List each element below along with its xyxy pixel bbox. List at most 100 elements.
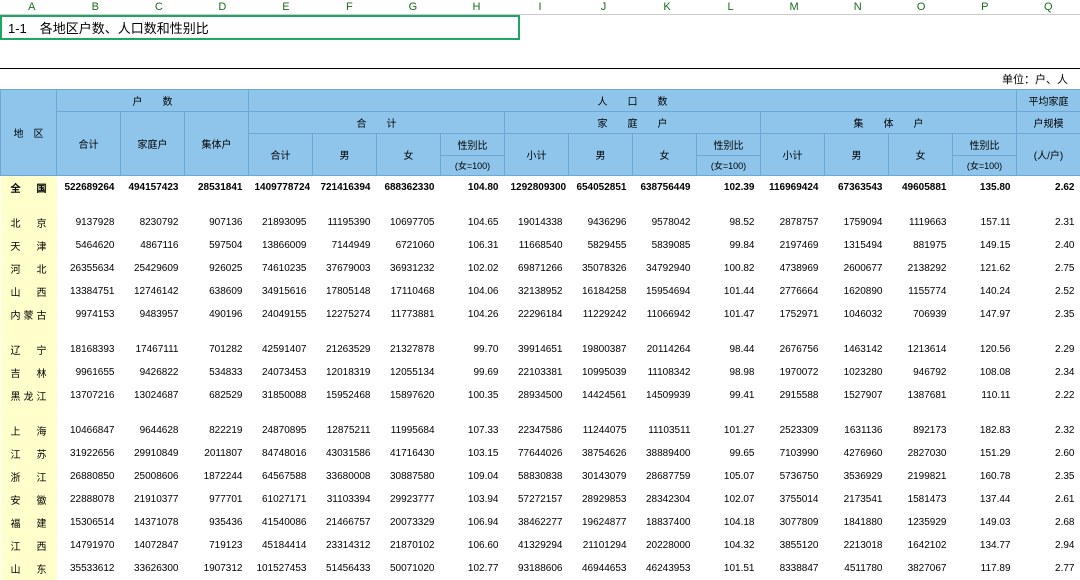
- data-cell: 2.35: [1017, 303, 1080, 326]
- data-cell: 2.32: [1017, 419, 1080, 442]
- data-cell: 5839085: [633, 234, 697, 257]
- data-cell: 1642102: [889, 534, 953, 557]
- data-cell: 21870102: [377, 534, 441, 557]
- data-cell: 706939: [889, 303, 953, 326]
- data-cell: 98.98: [697, 361, 761, 384]
- data-cell: 99.70: [441, 338, 505, 361]
- region-cell: 安 徽: [1, 488, 57, 511]
- region-cell: 黑 龙 江: [1, 384, 57, 407]
- data-cell: 149.15: [953, 234, 1017, 257]
- data-cell: 46243953: [633, 557, 697, 580]
- data-cell: 101.44: [697, 280, 761, 303]
- data-cell: 9483957: [121, 303, 185, 326]
- data-cell: 58830838: [505, 465, 569, 488]
- data-cell: 638609: [185, 280, 249, 303]
- data-cell: 2.29: [1017, 338, 1080, 361]
- data-cell: 881975: [889, 234, 953, 257]
- data-cell: 4276960: [825, 442, 889, 465]
- data-cell: 61027171: [249, 488, 313, 511]
- data-cell: 1527907: [825, 384, 889, 407]
- data-cell: 13866009: [249, 234, 313, 257]
- data-cell: 22888078: [57, 488, 121, 511]
- th-pop-group: 人 口 数: [249, 90, 1017, 112]
- data-cell: 147.97: [953, 303, 1017, 326]
- data-cell: 1620890: [825, 280, 889, 303]
- table-row: 福 建1530651414371078935436415400862146675…: [1, 511, 1080, 534]
- region-cell: 吉 林: [1, 361, 57, 384]
- data-cell: 1841880: [825, 511, 889, 534]
- region-cell: 江 苏: [1, 442, 57, 465]
- col-F: F: [318, 0, 382, 14]
- data-cell: 57272157: [505, 488, 569, 511]
- data-cell: 23314312: [313, 534, 377, 557]
- col-B: B: [64, 0, 128, 14]
- data-cell: 34792940: [633, 257, 697, 280]
- data-cell: 102.07: [697, 488, 761, 511]
- data-cell: 494157423: [121, 176, 185, 200]
- data-cell: 31922656: [57, 442, 121, 465]
- data-cell: 1581473: [889, 488, 953, 511]
- data-cell: 43031586: [313, 442, 377, 465]
- region-cell: 上 海: [1, 419, 57, 442]
- data-cell: 38754626: [569, 442, 633, 465]
- data-cell: 1235929: [889, 511, 953, 534]
- data-cell: 17467111: [121, 338, 185, 361]
- data-cell: 2.35: [1017, 465, 1080, 488]
- table-row: 黑 龙 江13707216130246876825293185008815952…: [1, 384, 1080, 407]
- data-cell: 28929853: [569, 488, 633, 511]
- data-cell: 2.60: [1017, 442, 1080, 465]
- data-cell: 26355634: [57, 257, 121, 280]
- data-cell: 8338847: [761, 557, 825, 580]
- data-cell: 2199821: [889, 465, 953, 488]
- data-cell: 104.18: [697, 511, 761, 534]
- data-cell: 18168393: [57, 338, 121, 361]
- data-cell: 104.80: [441, 176, 505, 200]
- data-cell: 33626300: [121, 557, 185, 580]
- data-cell: 21910377: [121, 488, 185, 511]
- data-cell: 946792: [889, 361, 953, 384]
- data-cell: 32138952: [505, 280, 569, 303]
- col-O: O: [889, 0, 953, 14]
- data-cell: 102.39: [697, 176, 761, 200]
- data-cell: 100.35: [441, 384, 505, 407]
- data-cell: 17805148: [313, 280, 377, 303]
- col-E: E: [254, 0, 318, 14]
- data-cell: 35078326: [569, 257, 633, 280]
- region-cell: 天 津: [1, 234, 57, 257]
- table-row: 山 东3553361233626300190731210152745351456…: [1, 557, 1080, 580]
- formula-input[interactable]: [0, 15, 520, 40]
- data-cell: 99.69: [441, 361, 505, 384]
- data-cell: 2523309: [761, 419, 825, 442]
- data-cell: 10466847: [57, 419, 121, 442]
- data-cell: 38462277: [505, 511, 569, 534]
- data-cell: 24073453: [249, 361, 313, 384]
- data-cell: 106.94: [441, 511, 505, 534]
- th-hh-coll: 集体户: [185, 112, 249, 176]
- data-cell: 102.02: [441, 257, 505, 280]
- data-cell: 11108342: [633, 361, 697, 384]
- table-row: 全 国5226892644941574232853184114097787247…: [1, 176, 1080, 200]
- data-cell: 101.51: [697, 557, 761, 580]
- table-row: [1, 407, 1080, 419]
- data-cell: 36931232: [377, 257, 441, 280]
- data-cell: 15952468: [313, 384, 377, 407]
- data-cell: 638756449: [633, 176, 697, 200]
- data-cell: 109.04: [441, 465, 505, 488]
- data-cell: 107.33: [441, 419, 505, 442]
- data-cell: 103.94: [441, 488, 505, 511]
- data-cell: 2.22: [1017, 384, 1080, 407]
- data-cell: 15897620: [377, 384, 441, 407]
- data-cell: 31103394: [313, 488, 377, 511]
- data-cell: 28531841: [185, 176, 249, 200]
- data-cell: 41716430: [377, 442, 441, 465]
- th-avg2: 户规模: [1017, 112, 1080, 134]
- table-row: 吉 林9961655942682253483324073453120183191…: [1, 361, 1080, 384]
- data-cell: 2676756: [761, 338, 825, 361]
- data-cell: 160.78: [953, 465, 1017, 488]
- data-cell: 9644628: [121, 419, 185, 442]
- table-row: 江 西1479197014072847719123451844142331431…: [1, 534, 1080, 557]
- data-cell: 102.77: [441, 557, 505, 580]
- data-cell: 2197469: [761, 234, 825, 257]
- data-cell: 1023280: [825, 361, 889, 384]
- table-row: 河 北2635563425429609926025746102353767900…: [1, 257, 1080, 280]
